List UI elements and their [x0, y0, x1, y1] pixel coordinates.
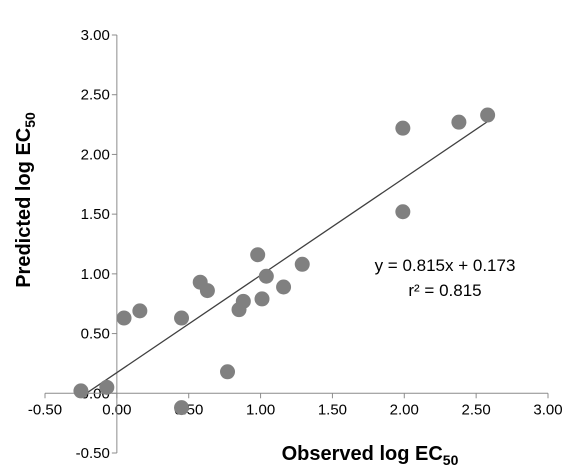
x-tick-label: 1.00: [246, 401, 275, 418]
data-point: [220, 364, 236, 380]
data-point: [276, 279, 292, 295]
trendline: [80, 120, 489, 398]
data-point: [294, 256, 310, 272]
data-point: [199, 283, 215, 299]
y-tick-label: 0.50: [81, 326, 110, 343]
r-squared-label: r² = 0.815: [408, 281, 481, 300]
data-point: [116, 310, 132, 326]
data-point: [132, 303, 148, 319]
x-axis-title: Observed log EC50: [282, 443, 459, 467]
x-tick-label: 3.00: [533, 401, 562, 418]
data-point: [254, 291, 270, 307]
x-tick-label: -0.50: [28, 401, 62, 418]
data-point: [395, 120, 411, 136]
equation-label: y = 0.815x + 0.173: [375, 256, 516, 275]
data-point: [235, 293, 251, 309]
y-tick-label: 3.00: [81, 27, 110, 44]
y-tick-label: -0.50: [76, 445, 110, 462]
data-point: [174, 400, 190, 416]
x-tick-label: 1.50: [318, 401, 347, 418]
y-tick-label: 2.00: [81, 146, 110, 163]
data-point: [99, 379, 115, 395]
data-point: [451, 114, 467, 130]
y-tick-label: 1.00: [81, 266, 110, 283]
data-point: [480, 107, 496, 123]
x-tick-label: 2.50: [462, 401, 491, 418]
data-point: [174, 310, 190, 326]
data-point: [395, 204, 411, 220]
data-point: [250, 247, 266, 263]
x-tick-label: 2.00: [390, 401, 419, 418]
y-axis-title: Predicted log EC50: [13, 112, 38, 288]
y-tick-label: 1.50: [81, 206, 110, 223]
data-point: [258, 268, 274, 284]
data-point: [73, 383, 89, 399]
data-points: [73, 107, 496, 416]
y-tick-label: 2.50: [81, 87, 110, 104]
